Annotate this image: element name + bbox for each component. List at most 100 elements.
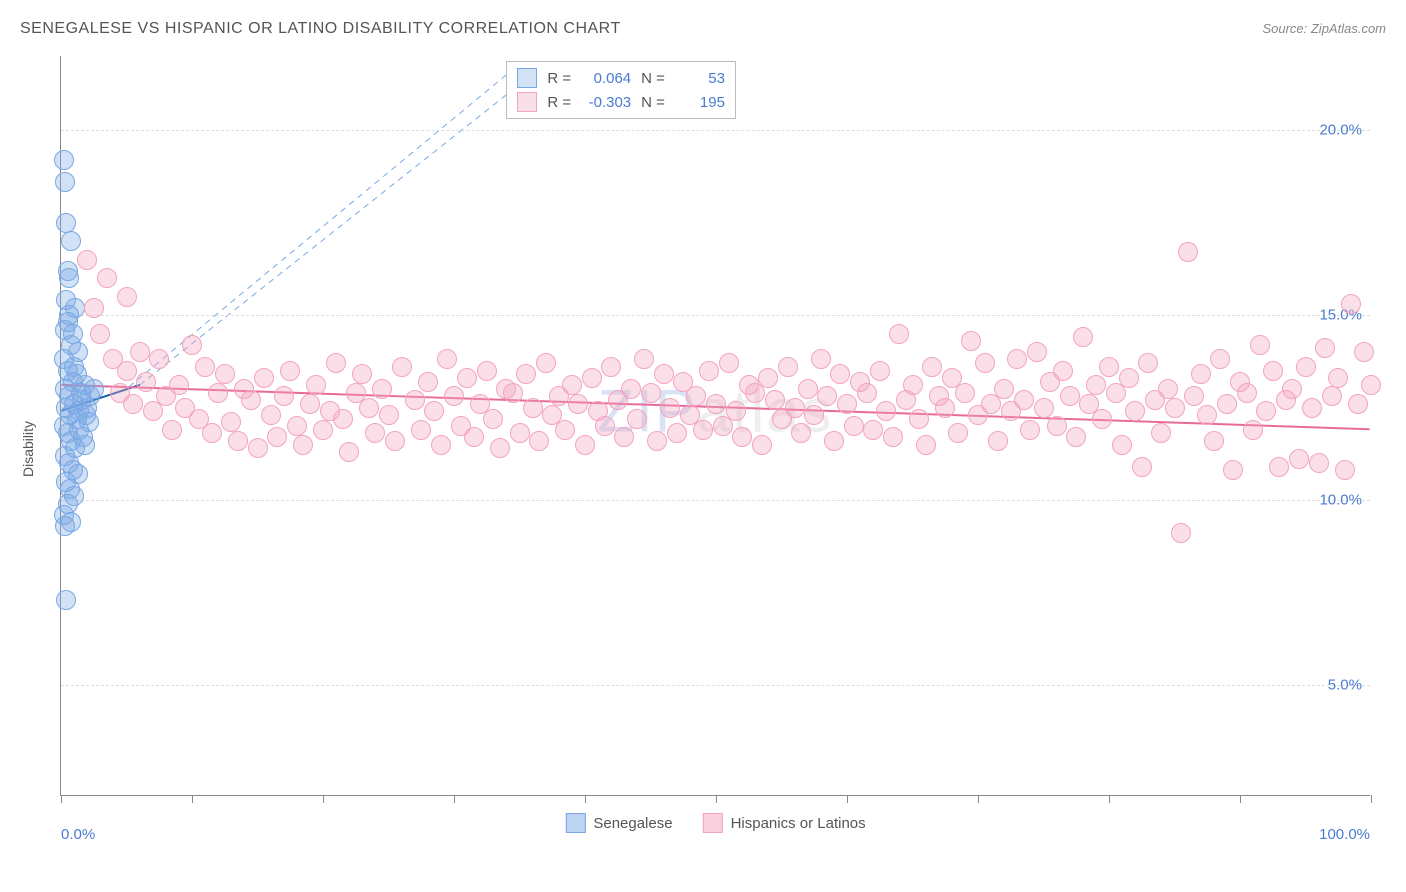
scatter-point: [1309, 453, 1329, 473]
scatter-point: [300, 394, 320, 414]
scatter-point: [798, 379, 818, 399]
scatter-point: [313, 420, 333, 440]
scatter-point: [1243, 420, 1263, 440]
stat-r-label: R =: [547, 70, 571, 87]
x-tick: [847, 795, 848, 803]
scatter-point: [778, 357, 798, 377]
scatter-point: [464, 427, 484, 447]
scatter-point: [1086, 375, 1106, 395]
scatter-point: [306, 375, 326, 395]
scatter-point: [529, 431, 549, 451]
scatter-point: [837, 394, 857, 414]
scatter-point: [1119, 368, 1139, 388]
legend-swatch: [517, 68, 537, 88]
scatter-point: [136, 372, 156, 392]
scatter-point: [1060, 386, 1080, 406]
plot-area: ZIPatlas 5.0%10.0%15.0%20.0%0.0%100.0%R …: [60, 56, 1370, 796]
scatter-point: [699, 361, 719, 381]
scatter-point: [215, 364, 235, 384]
scatter-point: [1112, 435, 1132, 455]
x-tick: [323, 795, 324, 803]
legend-swatch: [703, 813, 723, 833]
stats-row: R =-0.303N =195: [517, 90, 725, 114]
scatter-point: [575, 435, 595, 455]
scatter-point: [955, 383, 975, 403]
scatter-point: [804, 405, 824, 425]
scatter-point: [889, 324, 909, 344]
scatter-point: [1171, 523, 1191, 543]
legend-label: Senegalese: [593, 815, 672, 832]
scatter-point: [1132, 457, 1152, 477]
scatter-point: [267, 427, 287, 447]
scatter-point: [1099, 357, 1119, 377]
scatter-point: [339, 442, 359, 462]
scatter-point: [195, 357, 215, 377]
y-tick-label: 10.0%: [1319, 492, 1362, 509]
scatter-point: [948, 423, 968, 443]
scatter-point: [418, 372, 438, 392]
scatter-point: [693, 420, 713, 440]
scatter-point: [726, 401, 746, 421]
legend-label: Hispanics or Latinos: [731, 815, 866, 832]
x-tick: [192, 795, 193, 803]
scatter-point: [1217, 394, 1237, 414]
scatter-point: [75, 435, 95, 455]
scatter-point: [77, 250, 97, 270]
x-tick: [61, 795, 62, 803]
scatter-point: [1034, 398, 1054, 418]
scatter-point: [824, 431, 844, 451]
scatter-point: [785, 398, 805, 418]
scatter-point: [123, 394, 143, 414]
scatter-point: [844, 416, 864, 436]
scatter-point: [411, 420, 431, 440]
scatter-point: [817, 386, 837, 406]
x-tick: [1371, 795, 1372, 803]
stat-n-value: 195: [675, 94, 725, 111]
gridline: [61, 500, 1370, 501]
scatter-point: [922, 357, 942, 377]
scatter-point: [916, 435, 936, 455]
scatter-point: [1341, 294, 1361, 314]
scatter-point: [1138, 353, 1158, 373]
scatter-point: [654, 364, 674, 384]
scatter-point: [909, 409, 929, 429]
stats-box: R =0.064N =53R =-0.303N =195: [506, 61, 736, 119]
scatter-point: [261, 405, 281, 425]
scatter-point: [935, 398, 955, 418]
gridline: [61, 315, 1370, 316]
scatter-point: [457, 368, 477, 388]
x-tick: [978, 795, 979, 803]
scatter-point: [1348, 394, 1368, 414]
scatter-point: [1263, 361, 1283, 381]
scatter-point: [660, 398, 680, 418]
scatter-point: [752, 435, 772, 455]
scatter-point: [84, 298, 104, 318]
scatter-point: [686, 386, 706, 406]
y-tick-label: 5.0%: [1328, 677, 1362, 694]
gridline: [61, 685, 1370, 686]
scatter-point: [162, 420, 182, 440]
scatter-point: [503, 383, 523, 403]
scatter-point: [1151, 423, 1171, 443]
scatter-point: [647, 431, 667, 451]
scatter-point: [1256, 401, 1276, 421]
scatter-point: [1328, 368, 1348, 388]
scatter-point: [169, 375, 189, 395]
scatter-point: [56, 213, 76, 233]
scatter-point: [627, 409, 647, 429]
scatter-point: [333, 409, 353, 429]
scatter-point: [61, 231, 81, 251]
stat-r-value: -0.303: [581, 94, 631, 111]
stat-r-label: R =: [547, 94, 571, 111]
scatter-point: [621, 379, 641, 399]
scatter-point: [254, 368, 274, 388]
x-min-label: 0.0%: [61, 826, 95, 843]
scatter-point: [975, 353, 995, 373]
scatter-point: [1178, 242, 1198, 262]
scatter-point: [90, 324, 110, 344]
scatter-point: [1250, 335, 1270, 355]
scatter-point: [424, 401, 444, 421]
scatter-point: [510, 423, 530, 443]
x-max-label: 100.0%: [1319, 826, 1370, 843]
scatter-point: [280, 361, 300, 381]
